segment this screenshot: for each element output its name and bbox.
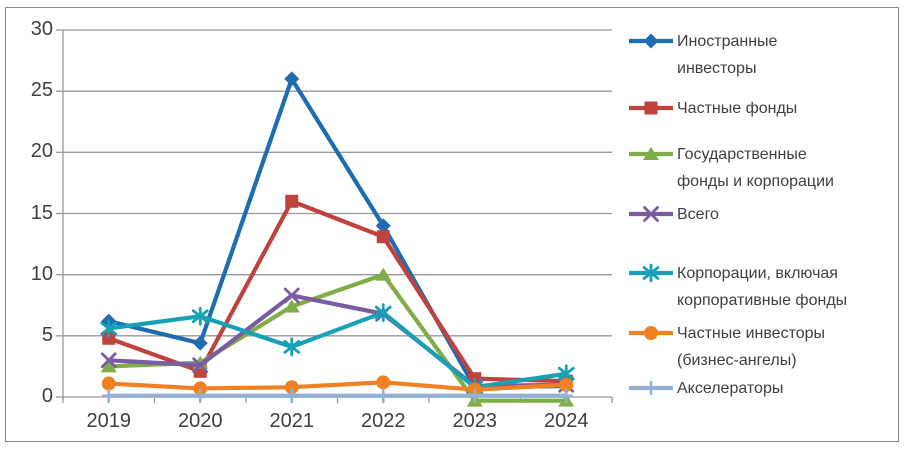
legend-label: Корпорации, включая корпоративные фонды: [677, 260, 847, 314]
series-line-5: [106, 380, 569, 392]
x-axis-tick-label: 2019: [86, 410, 132, 432]
y-axis-tick-label: 25: [30, 79, 53, 102]
circle-marker-icon: [376, 375, 391, 390]
square-marker-icon: [376, 230, 390, 244]
legend-item-3: Всего: [628, 201, 719, 228]
asterisk-marker-icon: [374, 303, 392, 322]
y-axis-tick-label: 20: [30, 140, 53, 163]
plus-marker-icon: [193, 388, 208, 403]
legend-item-6: Акселераторы: [628, 375, 783, 402]
legend-marker-x: [629, 206, 673, 222]
legend-marker-square: [629, 101, 673, 115]
legend-label: Иностранные инвесторы: [677, 28, 777, 82]
legend-item-5: Частные инвесторы (бизнес-ангелы): [628, 320, 825, 374]
y-axis-tick-label: 30: [30, 18, 53, 40]
series-line-4: [106, 310, 569, 390]
diamond-marker-icon: [284, 71, 300, 87]
legend-item-0: Иностранные инвесторы: [628, 28, 777, 82]
legend-label-line: Иностранные: [677, 33, 778, 50]
asterisk-marker-icon: [283, 337, 301, 357]
circle-marker-icon: [644, 326, 658, 340]
x-marker-icon: [643, 206, 659, 222]
legend-label: Частные инвесторы (бизнес-ангелы): [677, 320, 825, 374]
legend-label: Государственные фонды и корпорации: [677, 141, 834, 195]
asterisk-marker-icon: [191, 306, 209, 326]
legend-marker-asterisk: [629, 263, 673, 283]
plus-marker-icon: [559, 388, 574, 403]
legend-label-line: Всего: [677, 206, 719, 223]
circle-marker-icon: [101, 376, 116, 391]
y-axis-tick-label: 10: [30, 262, 53, 285]
x-axis-tick-label: 2023: [452, 410, 498, 432]
asterisk-marker-icon: [100, 319, 118, 338]
x-axis-tick-label: 2020: [178, 410, 223, 432]
triangle-marker-icon: [375, 267, 392, 281]
asterisk-marker-icon: [642, 263, 660, 283]
legend-marker-plus: [629, 381, 673, 395]
y-axis-tick-label: 5: [41, 323, 53, 346]
legend-label-line: инвесторы: [677, 60, 757, 77]
x-axis-tick-label: 2022: [361, 410, 406, 432]
legend-item-2: Государственные фонды и корпорации: [628, 141, 834, 195]
legend-label-line: (бизнес-ангелы): [677, 352, 797, 369]
x-marker-icon: [283, 287, 300, 304]
triangle-marker-icon: [643, 147, 659, 160]
legend-item-1: Частные фонды: [628, 95, 797, 122]
square-marker-icon: [285, 194, 299, 208]
diamond-marker-icon: [375, 218, 391, 234]
circle-marker-icon: [284, 380, 299, 395]
legend-label-line: Частные фонды: [677, 100, 798, 117]
legend-marker-triangle: [629, 147, 673, 160]
legend-label-line: Корпорации, включая: [677, 265, 838, 282]
y-axis-tick-label: 0: [41, 385, 53, 407]
legend-label: Частные фонды: [677, 95, 797, 122]
circle-marker-icon: [193, 381, 208, 396]
series-line-3: [106, 293, 569, 389]
series-line-0: [106, 76, 569, 390]
plus-marker-icon: [467, 388, 482, 403]
x-axis-tick-label: 2021: [269, 410, 315, 432]
circle-marker-icon: [559, 377, 574, 392]
x-marker-icon: [100, 352, 117, 369]
triangle-marker-icon: [283, 299, 300, 313]
x-marker-icon: [192, 357, 209, 374]
x-axis-tick-label: 2024: [544, 410, 589, 432]
legend-label-line: Акселераторы: [677, 380, 784, 397]
diamond-marker-icon: [643, 33, 659, 49]
legend-marker-diamond: [629, 33, 673, 49]
plus-marker-icon: [376, 388, 391, 403]
legend-item-4: Корпорации, включая корпоративные фонды: [628, 260, 847, 314]
legend-label-line: Частные инвесторы: [677, 325, 826, 342]
legend-marker-circle: [629, 326, 673, 340]
square-marker-icon: [644, 101, 658, 115]
square-marker-icon: [102, 331, 116, 345]
triangle-marker-icon: [100, 359, 117, 373]
y-axis-tick-label: 15: [30, 201, 53, 224]
legend-label: Всего: [677, 201, 719, 228]
plus-marker-icon: [644, 381, 658, 395]
legend-label-line: Государственные: [677, 146, 807, 163]
plus-marker-icon: [101, 388, 116, 403]
legend-label: Акселераторы: [677, 375, 783, 402]
legend-label-line: фонды и корпорации: [677, 173, 834, 190]
diamond-marker-icon: [192, 335, 208, 351]
legend-label-line: корпоративные фонды: [677, 292, 848, 309]
plus-marker-icon: [284, 388, 299, 403]
